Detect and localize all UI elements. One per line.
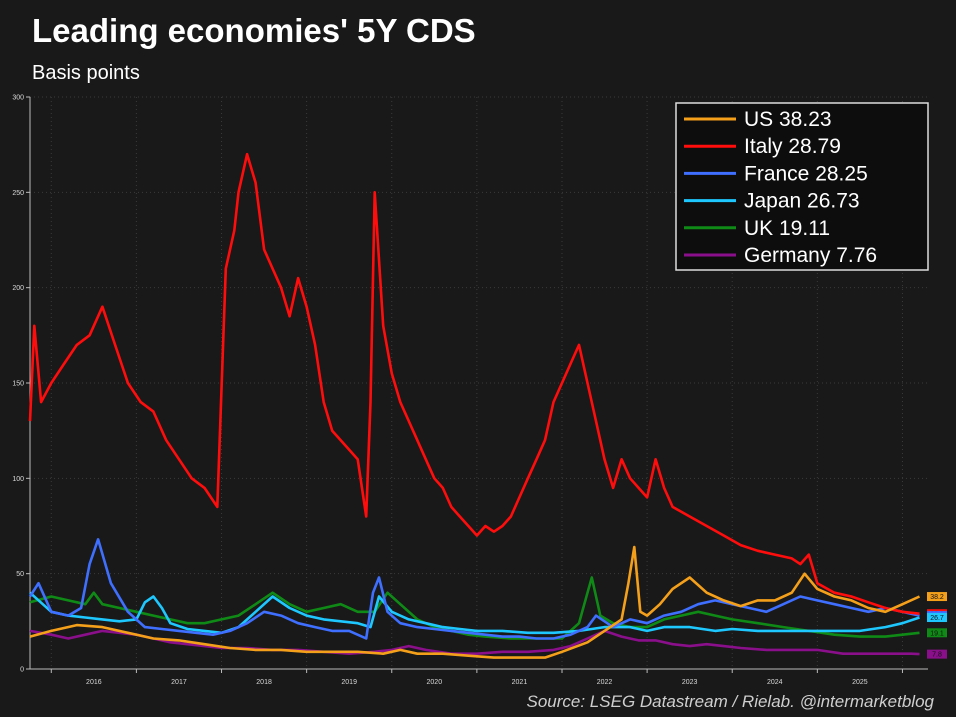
- x-tick-label: 2025: [852, 679, 868, 686]
- series-line: [29, 545, 921, 659]
- end-labels: 38.228.828.326.719.17.8: [927, 592, 947, 659]
- y-tick-label: 150: [12, 381, 24, 388]
- end-label-box: [927, 628, 947, 638]
- x-tick-label: 2023: [682, 679, 698, 686]
- series-line: [28, 152, 920, 615]
- source-note: Source: LSEG Datastream / Rielab. @inter…: [526, 692, 935, 711]
- legend-label: US 38.23: [744, 108, 832, 131]
- end-label-text: 19.1: [930, 630, 944, 637]
- x-tick-label: 2024: [767, 679, 783, 686]
- x-tick-label: 2021: [512, 679, 528, 686]
- legend-label: Italy 28.79: [744, 135, 841, 158]
- axis-layer: 0 50 100 150 200 250 300 2016 2017 2018 2019 2020 20…: [12, 95, 928, 686]
- x-tick-label: 2016: [86, 679, 102, 686]
- x-tick-label: 2022: [597, 679, 613, 686]
- series-layer: [28, 152, 921, 659]
- y-tick-label: 0: [20, 667, 24, 674]
- legend-label: Germany 7.76: [744, 244, 877, 267]
- end-label-box: [927, 592, 947, 602]
- x-tick-label: 2018: [256, 679, 272, 686]
- y-tick-label: 200: [12, 285, 24, 292]
- end-label-box: [927, 649, 947, 659]
- y-tick-label: 250: [12, 190, 24, 197]
- y-tick-label: 50: [16, 571, 24, 578]
- chart-subtitle: Basis points: [32, 62, 140, 84]
- series-line: [28, 537, 920, 640]
- series-line: [29, 591, 920, 635]
- legend-box: [675, 102, 929, 271]
- end-label-text: 7.8: [932, 652, 942, 659]
- legend-label: France 28.25: [744, 162, 868, 185]
- legend-label: UK 19.11: [744, 217, 830, 240]
- end-label-box: [927, 613, 947, 623]
- legend-label: Japan 26.73: [744, 190, 860, 213]
- legend: US 38.23 Italy 28.79 France 28.25 Japan 26.…: [675, 102, 929, 271]
- y-tick-label: 300: [12, 95, 24, 102]
- chart-title: Leading economies' 5Y CDS: [32, 12, 476, 49]
- x-tick-label: 2019: [341, 679, 357, 686]
- end-label-text: 26.7: [930, 615, 944, 622]
- y-tick-label: 100: [12, 476, 24, 483]
- x-tick-label: 2020: [427, 679, 443, 686]
- end-label-text: 38.2: [930, 594, 944, 601]
- x-tick-label: 2017: [171, 679, 187, 686]
